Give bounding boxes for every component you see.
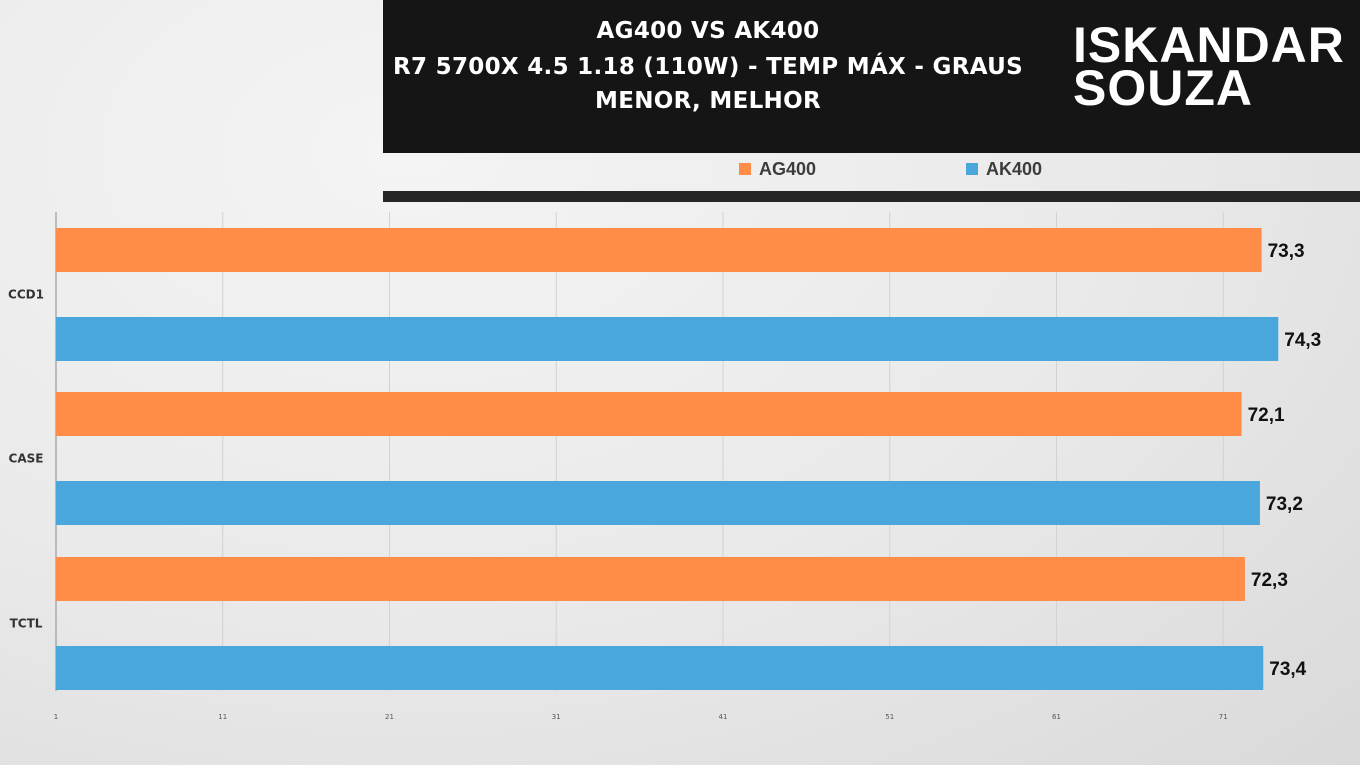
bar-ag400-ccd1 — [56, 228, 1262, 272]
legend-item-ag400: AG400 — [739, 158, 816, 180]
logo-line-1: ISKANDAR — [1073, 17, 1345, 73]
x-tick-label: 11 — [218, 713, 227, 721]
bar-ak400-case — [56, 481, 1260, 525]
data-label: 73,3 — [1268, 241, 1305, 262]
x-tick-label: 61 — [1052, 713, 1061, 721]
chart-subtitle: R7 5700X 4.5 1.18 (110W) - TEMP MÁX - GR… — [393, 54, 1023, 80]
logo-line-2: SOUZA — [1073, 60, 1253, 116]
data-label: 74,3 — [1284, 330, 1321, 351]
legend-label-ag400: AG400 — [759, 158, 817, 179]
bar-ag400-tctl — [56, 557, 1245, 601]
chart-title: AG400 VS AK400 — [596, 18, 820, 44]
x-tick-label: 41 — [719, 713, 728, 721]
category-label: CASE — [9, 452, 44, 466]
bar-ak400-ccd1 — [56, 317, 1279, 361]
chart-note: MENOR, MELHOR — [595, 88, 821, 114]
legend-item-ak400: AK400 — [966, 158, 1042, 180]
title-banner: AG400 VS AK400 R7 5700X 4.5 1.18 (110W) … — [383, 0, 1360, 153]
legend-swatch-ag400 — [739, 163, 751, 175]
data-label: 72,3 — [1251, 570, 1288, 591]
data-label: 72,1 — [1248, 405, 1285, 426]
data-label: 73,4 — [1269, 659, 1306, 680]
bar-ak400-tctl — [56, 646, 1264, 690]
category-label: TCTL — [10, 617, 43, 631]
x-tick-label: 31 — [552, 713, 561, 721]
category-label: CCD1 — [8, 288, 44, 302]
x-tick-label: 1 — [54, 713, 58, 721]
legend-swatch-ak400 — [966, 163, 978, 175]
x-tick-label: 71 — [1219, 713, 1228, 721]
bar-ag400-case — [56, 392, 1242, 436]
channel-logo: ISKANDAR SOUZA — [1073, 17, 1345, 116]
divider-bar — [383, 191, 1360, 202]
x-tick-label: 51 — [885, 713, 894, 721]
data-label: 73,2 — [1266, 494, 1303, 515]
x-tick-label: 21 — [385, 713, 394, 721]
legend-label-ak400: AK400 — [986, 158, 1043, 179]
